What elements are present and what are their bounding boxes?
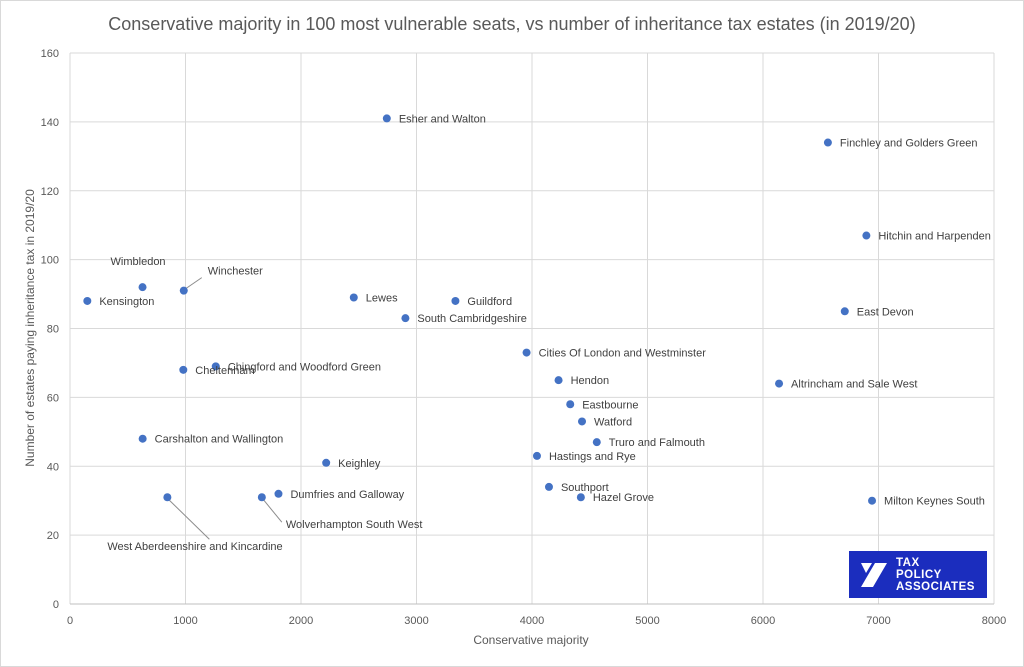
y-tick-label: 100 (41, 255, 59, 267)
data-label: Hendon (571, 375, 610, 387)
data-label: Finchley and Golders Green (840, 138, 978, 150)
data-label: Lewes (366, 293, 398, 305)
data-point (868, 496, 877, 505)
data-label: Hitchin and Harpenden (878, 231, 991, 243)
y-tick-label: 20 (47, 530, 59, 542)
data-point (179, 365, 188, 374)
axes: 0 1000 2000 3000 4000 5000 6000 7000 8000 0 20 40 60… (41, 48, 1007, 627)
data-labels: Esher and Walton Finchley and Golders Gre… (99, 113, 991, 553)
data-point (322, 458, 331, 467)
data-label: East Devon (857, 306, 914, 318)
data-label: Southport (561, 482, 609, 494)
data-label: South Cambridgeshire (417, 313, 526, 325)
y-tick-label: 0 (53, 599, 59, 611)
x-tick-label: 7000 (866, 615, 890, 627)
data-label: Winchester (208, 266, 263, 278)
data-point (592, 438, 601, 447)
data-label: Dumfries and Galloway (290, 489, 404, 501)
data-label: Milton Keynes South (884, 496, 985, 508)
y-axis-title: Number of estates paying inheritance tax… (23, 189, 37, 467)
y-tick-label: 40 (47, 461, 59, 473)
data-point (532, 451, 541, 460)
data-point (840, 307, 849, 316)
data-point (862, 231, 871, 240)
data-label: Carshalton and Wallington (155, 434, 284, 446)
x-tick-label: 4000 (520, 615, 544, 627)
data-label: Wimbledon (111, 256, 166, 268)
y-tick-label: 80 (47, 324, 59, 336)
x-tick-label: 5000 (635, 615, 659, 627)
label-leader-line (263, 499, 283, 523)
logo-line-1: TAX (896, 557, 920, 569)
data-point (522, 348, 531, 357)
y-tick-label: 160 (41, 48, 59, 60)
data-label: Altrincham and Sale West (791, 379, 917, 391)
data-points (83, 114, 877, 505)
x-axis-title: Conservative majority (473, 633, 588, 647)
data-point (576, 493, 585, 502)
data-point (138, 434, 147, 443)
y-tick-label: 60 (47, 392, 59, 404)
x-tick-label: 1000 (173, 615, 197, 627)
data-label: Cities Of London and Westminster (539, 348, 707, 360)
data-label: Cheltenham (195, 365, 254, 377)
data-point (179, 286, 188, 295)
data-point (138, 283, 147, 292)
data-point (823, 138, 832, 147)
gridlines (69, 52, 995, 605)
leader-lines (169, 277, 283, 540)
logo-text: TAX POLICY ASSOCIATES (896, 557, 975, 593)
data-label: Hazel Grove (593, 492, 654, 504)
data-point (775, 379, 784, 388)
x-tick-label: 0 (67, 615, 73, 627)
label-leader-line (185, 277, 203, 290)
data-point (163, 493, 172, 502)
data-label: Wolverhampton South West (286, 519, 423, 531)
data-point (578, 417, 587, 426)
label-leader-line (169, 499, 210, 540)
data-label: Kensington (99, 296, 154, 308)
data-label: Guildford (467, 296, 512, 308)
logo-line-3: ASSOCIATES (896, 581, 975, 593)
x-tick-label: 6000 (751, 615, 775, 627)
logo-mark-icon (861, 563, 887, 587)
data-label: Esher and Walton (399, 113, 486, 125)
data-point (83, 296, 92, 305)
data-point (274, 489, 283, 498)
data-label: Truro and Falmouth (609, 437, 705, 449)
data-label: Watford (594, 416, 632, 428)
data-label: Chingford and Woodford Green (228, 361, 381, 373)
data-point (554, 376, 563, 385)
data-point (544, 482, 553, 491)
y-tick-label: 120 (41, 186, 59, 198)
data-point (257, 493, 266, 502)
data-label: Keighley (338, 458, 381, 470)
data-label: Eastbourne (582, 399, 638, 411)
data-point (382, 114, 391, 123)
tax-policy-associates-logo: TAX POLICY ASSOCIATES (849, 551, 987, 598)
chart-title: Conservative majority in 100 most vulner… (108, 14, 915, 34)
y-tick-label: 140 (41, 117, 59, 129)
data-point (566, 400, 575, 409)
data-point (451, 296, 460, 305)
data-point (349, 293, 358, 302)
logo-line-2: POLICY (896, 569, 942, 581)
data-point (401, 314, 410, 323)
x-tick-label: 2000 (289, 615, 313, 627)
x-tick-label: 3000 (404, 615, 428, 627)
x-tick-label: 8000 (982, 615, 1006, 627)
data-label: West Aberdeenshire and Kincardine (107, 541, 282, 553)
data-label: Hastings and Rye (549, 451, 636, 463)
data-point (211, 362, 220, 371)
